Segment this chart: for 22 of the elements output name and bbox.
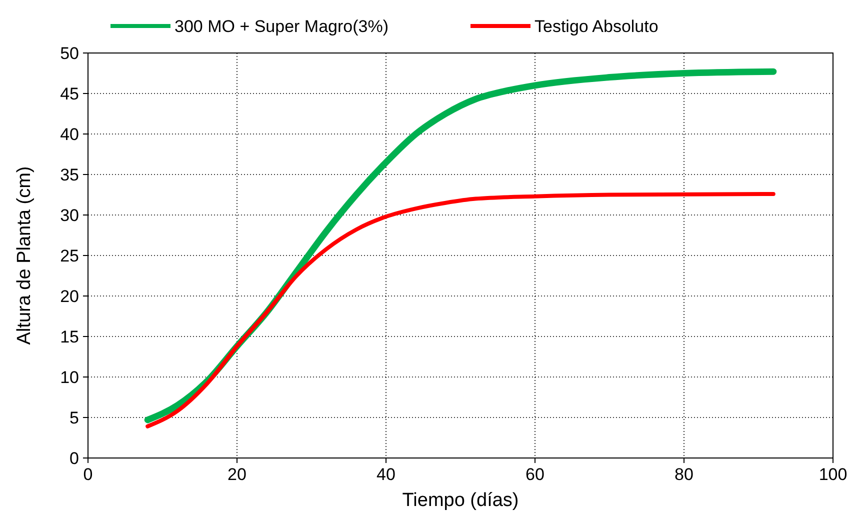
y-tick-label: 30 xyxy=(60,206,79,225)
legend-label: Testigo Absoluto xyxy=(534,17,658,36)
x-tick-label: 60 xyxy=(526,465,544,484)
x-tick-label: 80 xyxy=(674,465,694,484)
y-tick-label: 20 xyxy=(60,287,79,306)
x-tick-label: 0 xyxy=(83,465,93,484)
y-axis-title: Altura de Planta (cm) xyxy=(14,166,35,345)
y-tick-label: 0 xyxy=(70,449,79,468)
line-series xyxy=(146,192,776,428)
x-tick-label: 40 xyxy=(376,465,396,484)
x-tick-label: 20 xyxy=(228,465,246,484)
y-tick-label: 5 xyxy=(70,408,79,428)
x-tick-label: 100 xyxy=(818,465,848,484)
y-tick-label: 15 xyxy=(60,328,79,346)
legend-label: 300 MO + Super Magro(3%) xyxy=(174,17,389,36)
y-tick-label: 50 xyxy=(60,44,79,63)
y-tick-label: 40 xyxy=(60,125,79,144)
y-tick-label: 35 xyxy=(60,166,79,184)
y-tick-label: 25 xyxy=(60,246,79,266)
y-tick-label: 45 xyxy=(60,84,79,104)
y-tick-label: 10 xyxy=(60,368,79,387)
x-axis-title: Tiempo (días) xyxy=(402,490,519,511)
